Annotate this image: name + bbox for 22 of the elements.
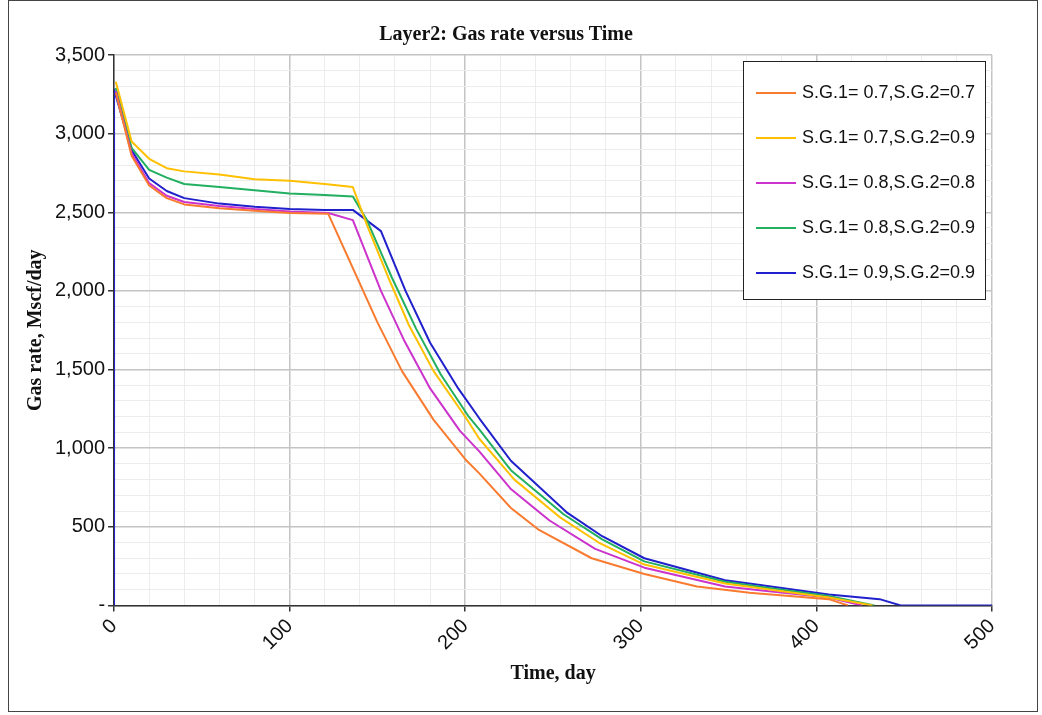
- x-tick-label: 200: [432, 614, 472, 654]
- legend-label: S.G.1= 0.7,S.G.2=0.7: [801, 82, 975, 103]
- legend-label: S.G.1= 0.8,S.G.2=0.9: [801, 217, 975, 238]
- y-tick-label: 3,000: [54, 121, 106, 144]
- legend-label: S.G.1= 0.8,S.G.2=0.8: [801, 172, 975, 193]
- y-tick-label: 2,000: [54, 278, 106, 301]
- x-tick-label: 0: [97, 614, 121, 638]
- chart-title: Layer2: Gas rate versus Time: [379, 22, 633, 46]
- y-tick-label: -: [98, 592, 106, 615]
- x-tick-label: 300: [608, 614, 648, 654]
- y-tick-label: 1,500: [54, 357, 106, 380]
- y-tick-label: 3,500: [54, 42, 106, 65]
- legend-label: S.G.1= 0.9,S.G.2=0.9: [801, 262, 975, 283]
- x-tick-label: 100: [257, 614, 297, 654]
- x-tick-label: 500: [959, 614, 999, 654]
- legend-label: S.G.1= 0.7,S.G.2=0.9: [801, 127, 975, 148]
- y-tick-label: 500: [71, 514, 106, 537]
- y-axis-title: Gas rate, Mscf/day: [23, 249, 47, 412]
- x-axis-title: Time, day: [510, 661, 596, 685]
- x-tick-label: 400: [783, 614, 824, 654]
- y-tick-label: 2,500: [54, 199, 106, 222]
- y-tick-label: 1,000: [54, 435, 106, 458]
